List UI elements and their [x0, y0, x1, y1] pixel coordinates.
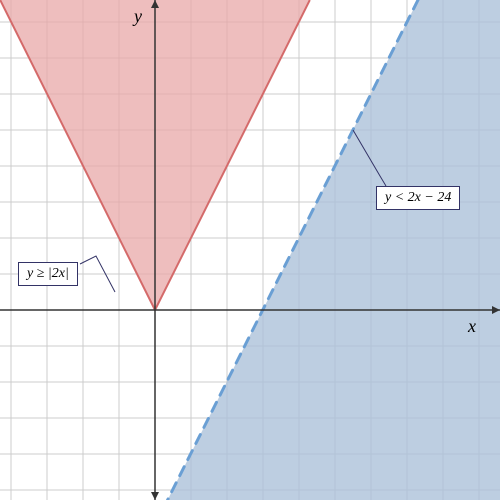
- callout-lin-text: y < 2x − 24: [385, 190, 451, 205]
- callout-abs-text: y ≥ |2x|: [27, 266, 69, 281]
- inequality-plot: [0, 0, 500, 500]
- chart-container: y ≥ |2x| y < 2x − 24 x y: [0, 0, 500, 500]
- y-axis-label: y: [134, 6, 142, 27]
- x-axis-label: x: [468, 316, 476, 337]
- callout-abs-region: y ≥ |2x|: [18, 262, 78, 286]
- callout-linear-region: y < 2x − 24: [376, 186, 460, 210]
